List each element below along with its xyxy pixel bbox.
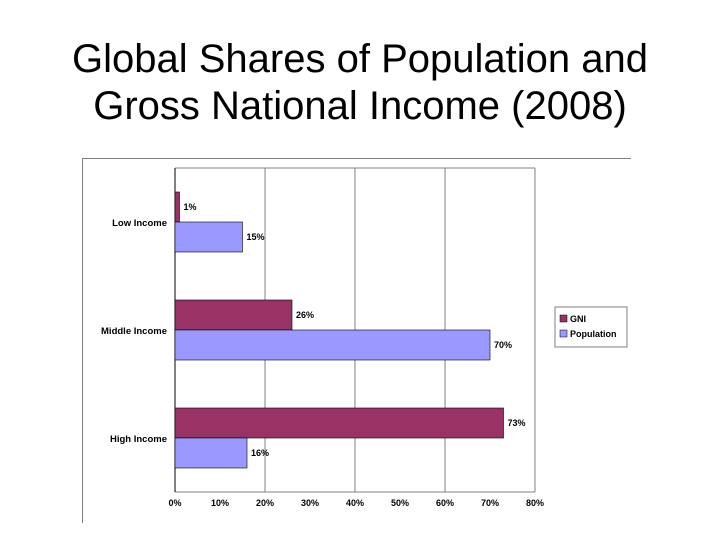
data-label: 70%	[494, 340, 512, 350]
data-label: 73%	[508, 418, 526, 428]
x-tick-label: 50%	[391, 498, 409, 508]
x-tick-labels: 0% 10% 20% 30% 40% 50% 60% 70% 80%	[168, 498, 544, 508]
slide-title: Global Shares of Population and Gross Na…	[0, 36, 720, 130]
bars	[174, 191, 504, 469]
x-tick-label: 30%	[301, 498, 319, 508]
title-line-1: Global Shares of Population and	[72, 37, 648, 81]
x-tick-label: 70%	[481, 498, 499, 508]
x-tick-label: 40%	[346, 498, 364, 508]
legend-box	[554, 306, 628, 348]
category-label: Low Income	[112, 218, 167, 229]
legend-swatch-population	[559, 329, 568, 338]
data-labels: 1% 15% 26% 70% 73% 16%	[184, 202, 526, 458]
x-tick-label: 80%	[526, 498, 544, 508]
bar-population	[174, 437, 248, 469]
data-label: 1%	[184, 202, 197, 212]
bar-population	[174, 329, 491, 361]
data-label: 15%	[247, 232, 265, 242]
legend: GNI Population	[554, 306, 628, 348]
legend-label-gni: GNI	[570, 314, 586, 324]
category-labels: Low Income Middle Income High Income	[101, 218, 167, 445]
legend-swatch-gni	[559, 314, 568, 323]
x-tick-label: 10%	[211, 498, 229, 508]
category-label: High Income	[110, 434, 167, 445]
bar-gni	[174, 299, 293, 331]
category-label: Middle Income	[101, 326, 167, 337]
bar-gni	[174, 191, 180, 223]
x-tick-label: 60%	[436, 498, 454, 508]
data-label: 26%	[296, 310, 314, 320]
title-line-2: Gross National Income (2008)	[93, 84, 627, 128]
x-tick-label: 0%	[168, 498, 181, 508]
x-tick-label: 20%	[256, 498, 274, 508]
bar-population	[174, 221, 243, 253]
legend-label-population: Population	[570, 329, 617, 339]
data-label: 16%	[251, 448, 269, 458]
bar-gni	[174, 407, 504, 439]
